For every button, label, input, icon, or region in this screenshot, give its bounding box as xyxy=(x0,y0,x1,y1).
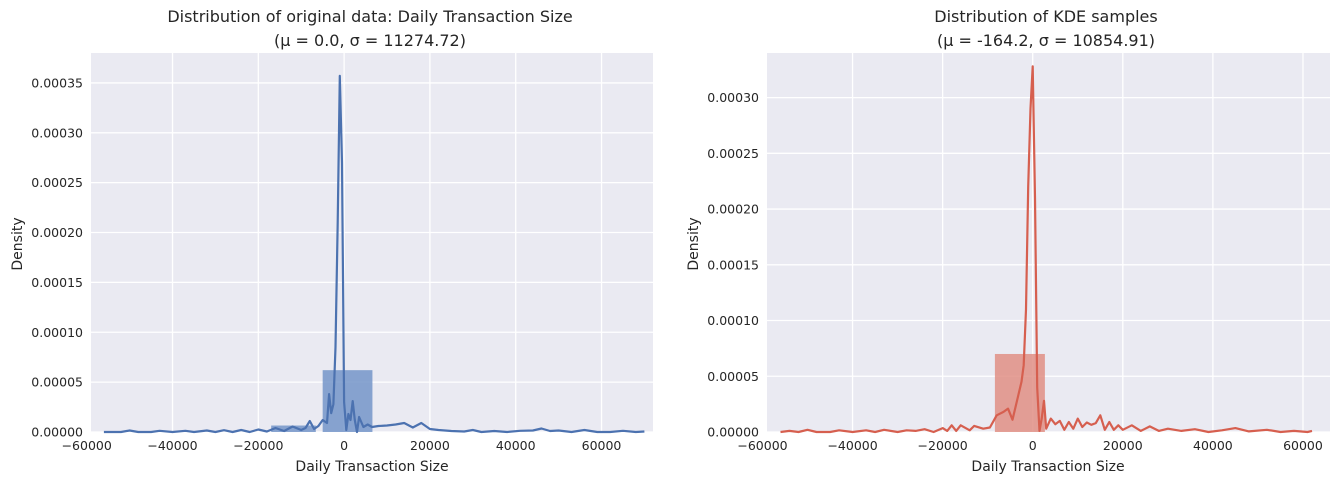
kde-line xyxy=(103,74,645,434)
x-tick-label: −60000 xyxy=(737,438,787,453)
plot-area-background xyxy=(767,53,1330,432)
x-tick-label: −40000 xyxy=(147,438,197,453)
y-tick-labels: 0.00000 0.00005 0.00010 0.00015 0.00020 0.000… xyxy=(707,90,759,439)
x-tick-label: 60000 xyxy=(1283,438,1323,453)
x-tick-labels: −60000 −40000 −20000 0 20000 40000 60000 xyxy=(737,438,1323,453)
y-tick-label: 0.00015 xyxy=(707,257,759,272)
y-tick-label: 0.00020 xyxy=(707,202,759,217)
y-axis-label: Density xyxy=(686,217,702,270)
x-tick-label: −40000 xyxy=(827,438,877,453)
chart-title: Distribution of original data: Daily Tra… xyxy=(167,7,572,26)
x-tick-label: −20000 xyxy=(918,438,968,453)
x-tick-label: 40000 xyxy=(496,438,536,453)
x-tick-label: 0 xyxy=(340,438,348,453)
x-tick-label: −20000 xyxy=(233,438,283,453)
x-axis-label: Daily Transaction Size xyxy=(295,459,448,475)
y-tick-label: 0.00035 xyxy=(31,75,83,90)
chart-title: Distribution of KDE samples xyxy=(934,7,1157,26)
x-tick-label: 20000 xyxy=(410,438,450,453)
y-tick-label: 0.00020 xyxy=(31,225,83,240)
chart-subtitle: (μ = 0.0, σ = 11274.72) xyxy=(274,31,466,50)
y-tick-label: 0.00005 xyxy=(707,369,759,384)
y-tick-label: 0.00010 xyxy=(707,313,759,328)
x-tick-labels: −60000 −40000 −20000 0 20000 40000 60000 xyxy=(62,438,622,453)
x-tick-label: 0 xyxy=(1029,438,1037,453)
y-tick-label: 0.00025 xyxy=(707,146,759,161)
chart-original-data: 0.00000 0.00005 0.00010 0.00015 0.00020 0.000… xyxy=(10,7,653,475)
chart-subtitle: (μ = -164.2, σ = 10854.91) xyxy=(937,31,1155,50)
x-tick-label: 40000 xyxy=(1193,438,1233,453)
histogram-bar xyxy=(271,425,316,432)
x-tick-label: 60000 xyxy=(582,438,622,453)
y-tick-labels: 0.00000 0.00005 0.00010 0.00015 0.00020 0.000… xyxy=(31,75,83,439)
y-tick-label: 0.00010 xyxy=(31,325,83,340)
chart-kde-samples: 0.00000 0.00005 0.00010 0.00015 0.00020 0.000… xyxy=(686,7,1330,475)
y-tick-label: 0.00025 xyxy=(31,175,83,190)
x-tick-label: 20000 xyxy=(1103,438,1143,453)
y-tick-label: 0.00015 xyxy=(31,275,83,290)
y-tick-label: 0.00000 xyxy=(707,425,759,440)
y-tick-label: 0.00005 xyxy=(31,375,83,390)
x-tick-label: −60000 xyxy=(62,438,112,453)
kde-line xyxy=(780,65,1313,434)
y-tick-label: 0.00000 xyxy=(31,425,83,440)
y-tick-label: 0.00030 xyxy=(31,125,83,140)
y-tick-label: 0.00030 xyxy=(707,90,759,105)
plot-area-background xyxy=(91,53,653,432)
y-axis-label: Density xyxy=(10,217,26,270)
x-axis-label: Daily Transaction Size xyxy=(971,459,1124,475)
